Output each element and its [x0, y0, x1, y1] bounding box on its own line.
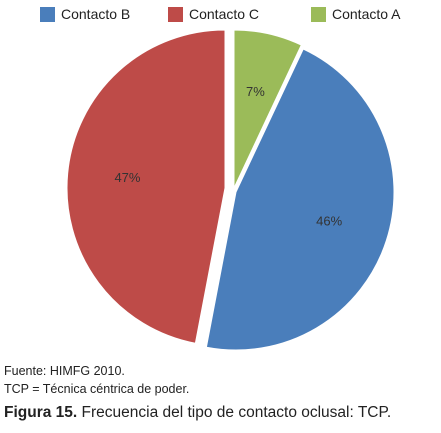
- pie-label-contacto-c: 47%: [114, 170, 140, 185]
- source-note: Fuente: HIMFG 2010.: [4, 364, 125, 378]
- pie-slice-contacto-c: [66, 29, 226, 344]
- pie-slice-contacto-b: [205, 48, 395, 351]
- legend-item-contacto-b: Contacto B: [40, 4, 130, 24]
- legend-label-contacto-a: Contacto A: [332, 6, 401, 22]
- chart-legend: Contacto B Contacto C Contacto A: [40, 4, 440, 24]
- pie-label-contacto-a: 7%: [246, 84, 265, 99]
- pie-chart: 7% 46% 47%: [66, 29, 395, 351]
- legend-swatch-contacto-a: [311, 6, 326, 22]
- legend-label-contacto-c: Contacto C: [189, 6, 260, 22]
- legend-item-contacto-c: Contacto C: [168, 4, 259, 24]
- pie-label-contacto-b: 46%: [316, 214, 342, 229]
- figure-caption: Figura 15. Frecuencia del tipo de contac…: [4, 404, 391, 422]
- abbreviation-note: TCP = Técnica céntrica de poder.: [4, 382, 190, 396]
- legend-item-contacto-a: Contacto A: [311, 4, 401, 24]
- figure-caption-text: Frecuencia del tipo de contacto oclusal:…: [77, 404, 392, 421]
- legend-label-contacto-b: Contacto B: [61, 6, 131, 22]
- legend-swatch-contacto-b: [40, 6, 55, 22]
- figure-caption-label: Figura 15.: [4, 404, 78, 421]
- pie-slice-contacto-a: [233, 29, 302, 189]
- legend-swatch-contacto-c: [168, 6, 183, 22]
